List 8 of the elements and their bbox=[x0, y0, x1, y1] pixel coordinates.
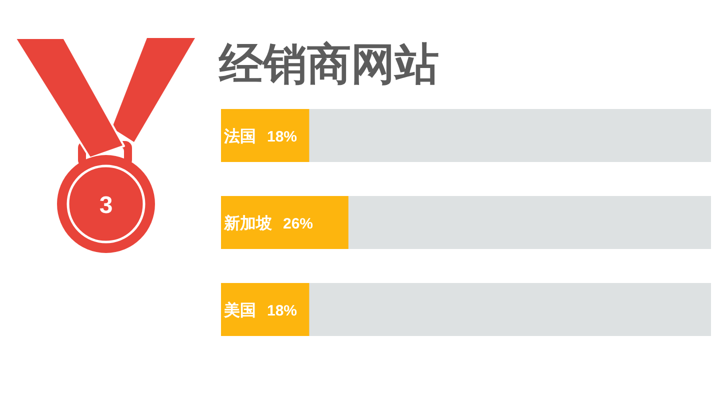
data-label: 18% bbox=[267, 302, 298, 320]
y-tick-label: 新加坡 bbox=[223, 214, 273, 232]
y-tick-label: 法国 bbox=[223, 128, 256, 146]
data-label: 26% bbox=[283, 216, 314, 232]
y-tick-label: 美国 bbox=[223, 300, 256, 320]
chart-title: 经销商网站 bbox=[218, 40, 439, 89]
text: 3 bbox=[99, 192, 113, 219]
data-label: 18% bbox=[267, 128, 298, 146]
